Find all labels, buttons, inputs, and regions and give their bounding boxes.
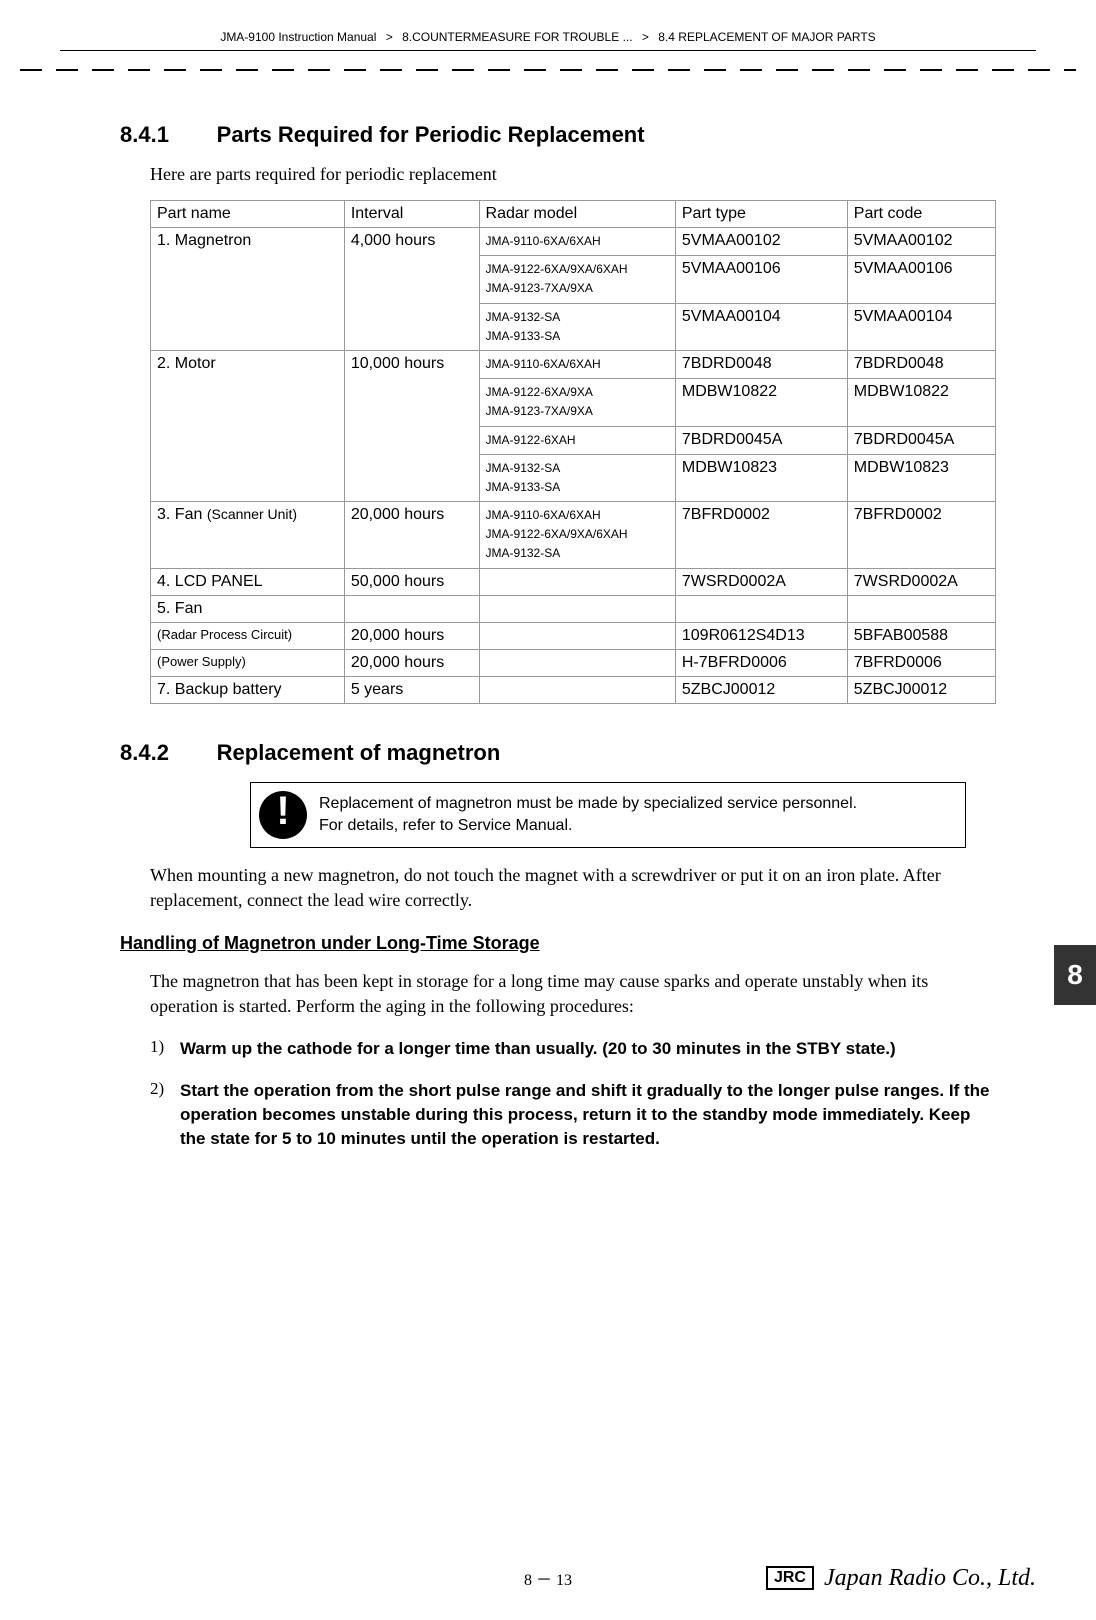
procedure-num-2: 2) xyxy=(150,1079,180,1150)
breadcrumb-sep: > xyxy=(386,30,393,44)
brand-logo: JRC Japan Radio Co., Ltd. xyxy=(766,1565,1036,1592)
cell-fan-c1: 7BFRD0002 xyxy=(847,502,995,569)
jrc-logo: JRC xyxy=(766,1566,814,1590)
cell-ps-t1: H-7BFRD0006 xyxy=(675,649,847,676)
breadcrumb-chapter: 8.COUNTERMEASURE FOR TROUBLE ... xyxy=(402,30,632,44)
cell-rpc-name: (Radar Process Circuit) xyxy=(151,622,345,649)
cell-fan2-name: 5. Fan xyxy=(151,595,345,622)
cell-motor-c1: 7BDRD0048 xyxy=(847,350,995,378)
cell-magnetron-c2: 5VMAA00106 xyxy=(847,256,995,303)
cell-magnetron-c3: 5VMAA00104 xyxy=(847,303,995,350)
th-type: Part type xyxy=(675,201,847,228)
cell-rpc-interval: 20,000 hours xyxy=(344,622,479,649)
th-interval: Interval xyxy=(344,201,479,228)
cell-magnetron-t1: 5VMAA00102 xyxy=(675,228,847,256)
procedure-item-1: 1) Warm up the cathode for a longer time… xyxy=(150,1037,996,1061)
cell-magnetron-m1: JMA-9110-6XA/6XAH xyxy=(479,228,675,256)
cell-motor-c3: 7BDRD0045A xyxy=(847,426,995,454)
cell-lcd-interval: 50,000 hours xyxy=(344,568,479,595)
cell-fan-interval: 20,000 hours xyxy=(344,502,479,569)
cell-motor-m1: JMA-9110-6XA/6XAH xyxy=(479,350,675,378)
cell-ps-interval: 20,000 hours xyxy=(344,649,479,676)
warning-line2: For details, refer to Service Manual. xyxy=(319,817,857,835)
cell-ps-c1: 7BFRD0006 xyxy=(847,649,995,676)
cell-motor-m3: JMA-9122-6XAH xyxy=(479,426,675,454)
cell-motor-t4: MDBW10823 xyxy=(675,454,847,501)
cell-magnetron-name: 1. Magnetron xyxy=(151,228,345,351)
section-842-heading: 8.4.2 Replacement of magnetron xyxy=(120,739,996,767)
cell-magnetron-m2: JMA-9122-6XA/9XA/6XAHJMA-9123-7XA/9XA xyxy=(479,256,675,303)
cell-motor-t2: MDBW10822 xyxy=(675,379,847,426)
cell-magnetron-t2: 5VMAA00106 xyxy=(675,256,847,303)
breadcrumb: JMA-9100 Instruction Manual > 8.COUNTERM… xyxy=(60,30,1036,51)
breadcrumb-section: 8.4 REPLACEMENT OF MAJOR PARTS xyxy=(658,30,875,44)
cell-fan-t1: 7BFRD0002 xyxy=(675,502,847,569)
cell-lcd-name: 4. LCD PANEL xyxy=(151,568,345,595)
cell-magnetron-interval: 4,000 hours xyxy=(344,228,479,351)
procedure-text-2: Start the operation from the short pulse… xyxy=(180,1079,996,1150)
procedure-num-1: 1) xyxy=(150,1037,180,1061)
warning-line1: Replacement of magnetron must be made by… xyxy=(319,795,857,813)
th-model: Radar model xyxy=(479,201,675,228)
brand-name: Japan Radio Co., Ltd. xyxy=(824,1565,1036,1592)
cell-fan-models: JMA-9110-6XA/6XAHJMA-9122-6XA/9XA/6XAHJM… xyxy=(479,502,675,569)
warning-text: Replacement of magnetron must be made by… xyxy=(319,791,857,839)
cell-motor-name: 2. Motor xyxy=(151,350,345,501)
cell-magnetron-c1: 5VMAA00102 xyxy=(847,228,995,256)
cell-lcd-model xyxy=(479,568,675,595)
cell-motor-t3: 7BDRD0045A xyxy=(675,426,847,454)
chapter-tab: 8 xyxy=(1054,945,1096,1005)
cell-rpc-t1: 109R0612S4D13 xyxy=(675,622,847,649)
cell-battery-c1: 5ZBCJ00012 xyxy=(847,676,995,703)
cell-lcd-c1: 7WSRD0002A xyxy=(847,568,995,595)
cell-motor-c2: MDBW10822 xyxy=(847,379,995,426)
section-841-num: 8.4.1 xyxy=(120,122,210,148)
section-842-num: 8.4.2 xyxy=(120,740,210,766)
cell-battery-t1: 5ZBCJ00012 xyxy=(675,676,847,703)
cell-motor-m2: JMA-9122-6XA/9XAJMA-9123-7XA/9XA xyxy=(479,379,675,426)
cell-ps-name: (Power Supply) xyxy=(151,649,345,676)
breadcrumb-sep2: > xyxy=(642,30,649,44)
exclamation-icon: ! xyxy=(259,791,307,839)
th-code: Part code xyxy=(847,201,995,228)
para-mounting: When mounting a new magnetron, do not to… xyxy=(150,863,996,913)
cell-battery-name: 7. Backup battery xyxy=(151,676,345,703)
cell-motor-c4: MDBW10823 xyxy=(847,454,995,501)
th-partname: Part name xyxy=(151,201,345,228)
cell-rpc-c1: 5BFAB00588 xyxy=(847,622,995,649)
warning-box: ! Replacement of magnetron must be made … xyxy=(250,782,966,848)
parts-table: Part name Interval Radar model Part type… xyxy=(150,200,996,704)
section-841-title: Parts Required for Periodic Replacement xyxy=(217,122,645,147)
page-number: 8 － 13 xyxy=(524,1566,572,1590)
cell-fan-name: 3. Fan (Scanner Unit) xyxy=(151,502,345,569)
para-storage: The magnetron that has been kept in stor… xyxy=(150,969,996,1019)
cell-motor-m4: JMA-9132-SAJMA-9133-SA xyxy=(479,454,675,501)
cell-lcd-t1: 7WSRD0002A xyxy=(675,568,847,595)
cell-magnetron-t3: 5VMAA00104 xyxy=(675,303,847,350)
procedure-item-2: 2) Start the operation from the short pu… xyxy=(150,1079,996,1150)
cell-motor-interval: 10,000 hours xyxy=(344,350,479,501)
breadcrumb-manual: JMA-9100 Instruction Manual xyxy=(220,30,376,44)
cell-motor-t1: 7BDRD0048 xyxy=(675,350,847,378)
cell-battery-interval: 5 years xyxy=(344,676,479,703)
procedure-list: 1) Warm up the cathode for a longer time… xyxy=(120,1037,996,1150)
footer: 8 － 13 JRC Japan Radio Co., Ltd. xyxy=(0,1566,1096,1590)
procedure-text-1: Warm up the cathode for a longer time th… xyxy=(180,1037,896,1061)
section-841-intro: Here are parts required for periodic rep… xyxy=(120,164,996,185)
section-842-title: Replacement of magnetron xyxy=(217,740,501,765)
subheading-storage: Handling of Magnetron under Long-Time St… xyxy=(120,933,996,954)
cell-magnetron-m3: JMA-9132-SAJMA-9133-SA xyxy=(479,303,675,350)
section-841-heading: 8.4.1 Parts Required for Periodic Replac… xyxy=(120,121,996,149)
